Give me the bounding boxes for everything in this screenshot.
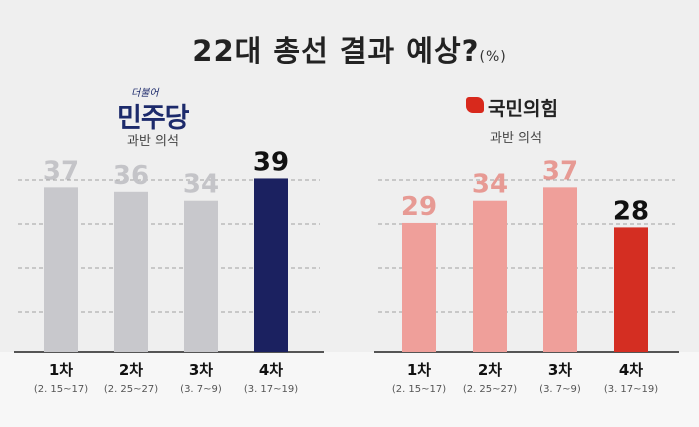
democratic-date-label: (3. 7~9) [180,384,222,395]
democratic-category-label: 3차 [189,361,213,379]
ppp-value-label: 37 [542,156,578,186]
ppp-subtitle: 과반 의석 [490,131,542,146]
democratic-bar [254,178,288,352]
ppp-date-label: (2. 25~27) [463,384,517,395]
democratic-category-label: 1차 [49,361,73,379]
title-unit: (%) [479,49,507,65]
page-title: 22대 총선 결과 예상?(%) [0,28,699,70]
democratic-value-label: 37 [43,156,79,186]
ppp-category-label: 2차 [478,361,502,379]
democratic-category-label: 2차 [119,361,143,379]
democratic-bar [184,200,218,352]
democratic-value-label: 34 [183,170,219,200]
title-text: 22대 총선 결과 예상? [192,34,480,68]
ppp-bar [543,187,577,352]
footer-band [0,352,699,427]
ppp-bar [473,200,507,352]
ppp-value-label: 29 [401,192,437,222]
democratic-bar [44,187,78,352]
democratic-party-name: 민주당 [117,103,190,134]
democratic-value-label: 39 [253,147,289,177]
ppp-date-label: (3. 7~9) [539,384,581,395]
ppp-value-label: 28 [613,196,649,226]
democratic-date-label: (2. 15~17) [34,384,88,395]
ppp-date-label: (2. 15~17) [392,384,446,395]
ppp-date-label: (3. 17~19) [604,384,658,395]
democratic-date-label: (3. 17~19) [244,384,298,395]
democratic-subtitle: 과반 의석 [127,134,179,149]
ppp-value-label: 34 [472,170,508,200]
democratic-party-tag: 더불어 [131,88,159,99]
ppp-bar [614,227,648,352]
ppp-bar [402,222,436,352]
ppp-party-name: 국민의힘 [488,98,558,120]
democratic-date-label: (2. 25~27) [104,384,158,395]
ppp-category-label: 3차 [548,361,572,379]
ppp-logo-icon [466,97,484,113]
ppp-category-label: 4차 [619,361,643,379]
democratic-category-label: 4차 [259,361,283,379]
democratic-bar [114,191,148,352]
ppp-category-label: 1차 [407,361,431,379]
democratic-value-label: 36 [113,161,149,191]
